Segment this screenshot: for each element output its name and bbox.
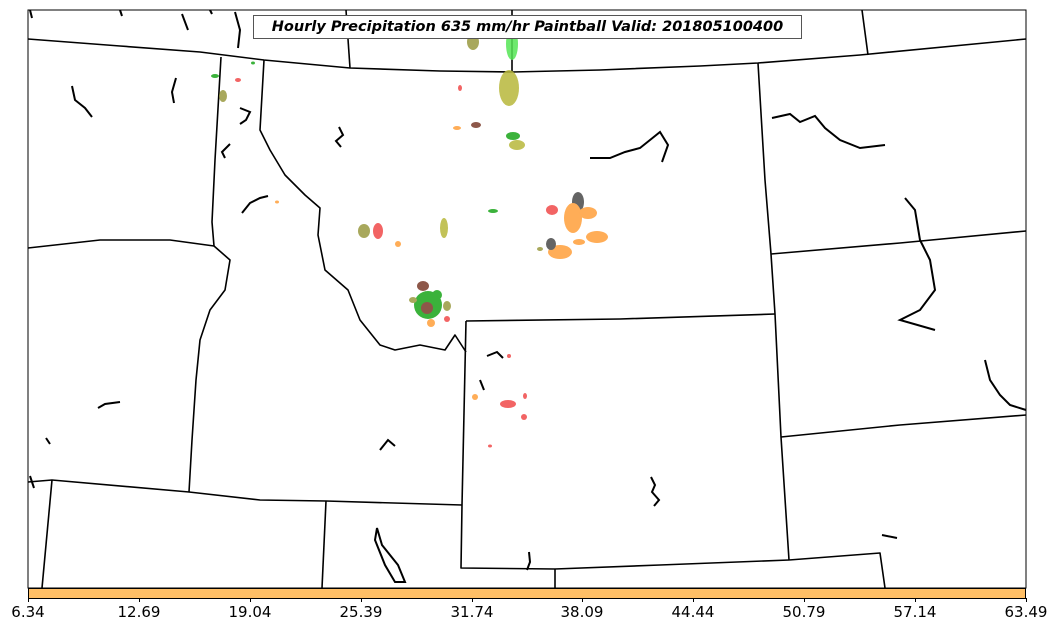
colorbar-tick-label: 25.39 — [339, 603, 383, 621]
colorbar-tick-label: 19.04 — [228, 603, 272, 621]
state-boundaries — [27, 9, 1027, 589]
colorbar-tick-mark — [804, 598, 805, 602]
colorbar-tick-label: 44.44 — [671, 603, 715, 621]
colorbar-tick-label: 57.14 — [893, 603, 937, 621]
map-title: Hourly Precipitation 635 mm/hr Paintball… — [253, 15, 802, 39]
colorbar-tick-label: 12.69 — [117, 603, 161, 621]
colorbar-tick-mark — [472, 598, 473, 602]
colorbar-tick-mark — [915, 598, 916, 602]
colorbar-tick-label: 6.34 — [11, 603, 45, 621]
colorbar — [28, 588, 1026, 599]
colorbar-tick-mark — [361, 598, 362, 602]
colorbar-tick-mark — [139, 598, 140, 602]
colorbar-tick-mark — [28, 598, 29, 602]
colorbar-tick-mark — [250, 598, 251, 602]
water-features — [29, 9, 1027, 583]
colorbar-tick-label: 63.49 — [1004, 603, 1048, 621]
colorbar-tick-mark — [1026, 598, 1027, 602]
colorbar-tick-mark — [693, 598, 694, 602]
colorbar-tick-label: 31.74 — [450, 603, 494, 621]
colorbar-tick-mark — [582, 598, 583, 602]
colorbar-tick-label: 50.79 — [782, 603, 826, 621]
colorbar-tick-label: 38.09 — [560, 603, 604, 621]
precipitation-paintballs — [211, 28, 608, 448]
